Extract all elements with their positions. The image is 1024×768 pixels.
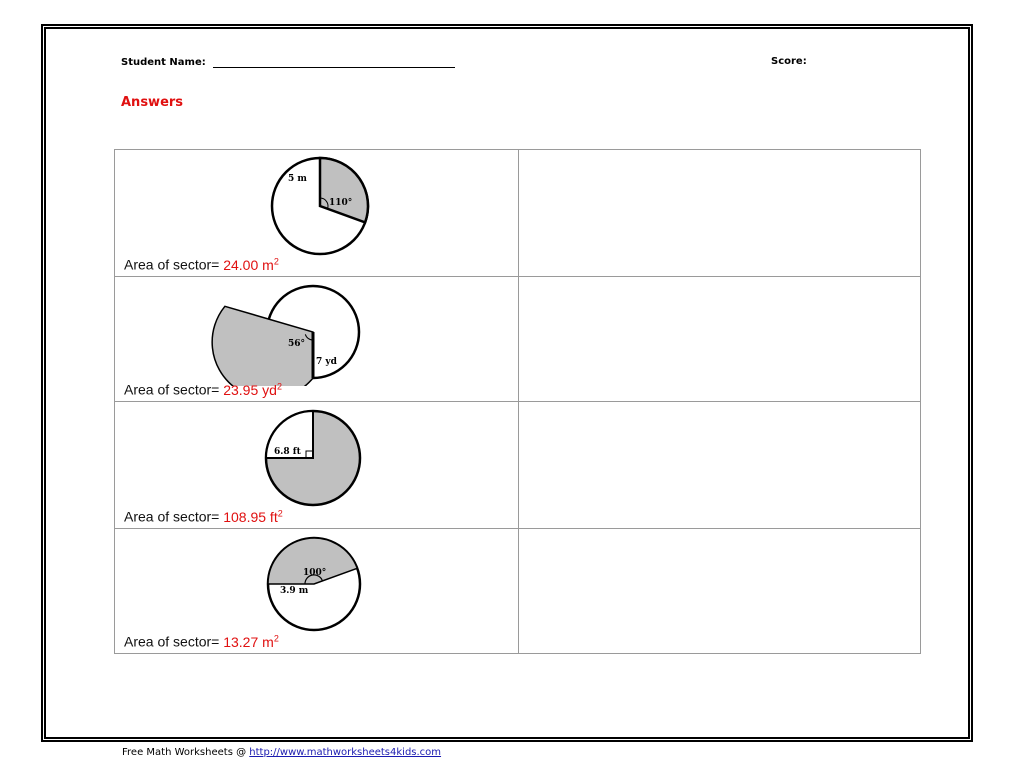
sector-diagram-3: 6.8 ft [264,409,362,507]
area-number: 24.00 m [223,257,274,273]
table-row: 6.8 ft Area of sector= 108.95 ft2 [114,401,921,529]
footer-link[interactable]: http://www.mathworksheets4kids.com [249,747,442,758]
blank-cell-1 [518,149,921,277]
radius-label: 3.9 m [280,586,309,596]
area-number: 13.27 m [223,634,274,650]
area-exponent: 2 [273,256,279,267]
angle-arc [304,334,314,341]
footer: Free Math Worksheets @ http://www.mathwo… [122,747,441,758]
sector-diagram-1: 5 m 110° [270,156,370,256]
score-label: Score: [771,56,807,67]
area-number: 108.95 ft [223,509,278,525]
shaded-sector [267,537,359,585]
area-exponent: 2 [277,508,283,519]
blank-cell-2 [518,276,921,402]
angle-arc [304,574,324,585]
angle-label: 56° [288,339,305,349]
area-value: 13.27 m2 [223,633,279,650]
worksheet-page: Student Name: Score: Answers 5 m 110° Ar… [41,24,973,742]
shaded-sector [318,156,370,225]
radius-label: 5 m [288,174,307,184]
problem-cell-1: 5 m 110° Area of sector= 24.00 m2 [114,149,519,277]
area-value: 23.95 yd2 [223,381,282,398]
right-angle-marker [305,450,314,459]
area-label-text: Area of sector= [124,509,220,525]
answers-heading: Answers [121,95,184,110]
problem-cell-4: 100° 3.9 m Area of sector= 13.27 m2 [114,528,519,654]
radius-label: 6.8 ft [274,447,302,457]
unshaded-sector [264,409,314,459]
sector-diagram-4: 100° 3.9 m [266,536,362,632]
student-name-field: Student Name: [121,56,456,68]
angle-label: 110° [329,198,352,208]
angle-label: 100° [303,568,326,578]
area-exponent: 2 [273,633,279,644]
blank-cell-3 [518,401,921,529]
answer-table: 5 m 110° Area of sector= 24.00 m2 56° [114,149,921,654]
area-label-text: Area of sector= [124,382,220,398]
area-value: 108.95 ft2 [223,508,283,525]
sector-diagram-2: 56° 7 yd [211,284,361,386]
area-answer: Area of sector= 23.95 yd2 [124,381,282,398]
table-row: 56° 7 yd Area of sector= 23.95 yd2 [114,276,921,402]
radius-label: 7 yd [316,357,338,367]
student-name-line [213,56,456,68]
table-row: 100° 3.9 m Area of sector= 13.27 m2 [114,528,921,654]
table-row: 5 m 110° Area of sector= 24.00 m2 [114,149,921,277]
angle-arc [319,197,329,209]
area-label-text: Area of sector= [124,634,220,650]
area-answer: Area of sector= 24.00 m2 [124,256,279,273]
problem-cell-3: 6.8 ft Area of sector= 108.95 ft2 [114,401,519,529]
area-label-text: Area of sector= [124,257,220,273]
area-number: 23.95 yd [223,382,277,398]
area-answer: Area of sector= 13.27 m2 [124,633,279,650]
area-exponent: 2 [276,381,282,392]
student-name-label: Student Name: [121,57,206,68]
area-value: 24.00 m2 [223,256,279,273]
footer-prefix: Free Math Worksheets @ [122,747,250,758]
area-answer: Area of sector= 108.95 ft2 [124,508,283,525]
shaded-sector [211,305,314,386]
blank-cell-4 [518,528,921,654]
problem-cell-2: 56° 7 yd Area of sector= 23.95 yd2 [114,276,519,402]
